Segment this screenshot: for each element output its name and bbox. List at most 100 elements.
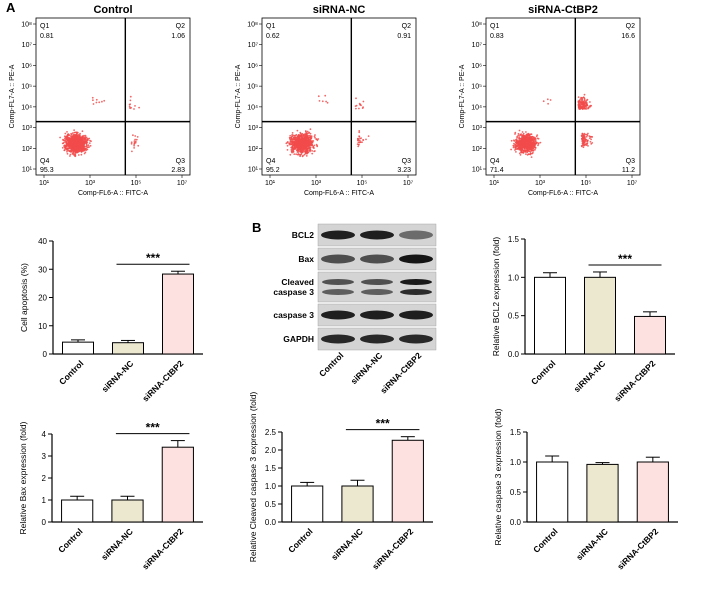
chart-bcl2: 0.0 0.5 1.0 1.5 Control siRNA-NC siRNA-CtBP2 Re… (491, 235, 675, 403)
flow-dot (71, 132, 74, 135)
flow-dot (529, 133, 532, 136)
flow-dot (533, 136, 535, 139)
flow-dot (309, 144, 312, 147)
chart-y-tick-label: 1 (42, 496, 47, 505)
flow-dot-cloud (59, 95, 141, 158)
chart-y-axis-label: Relative BCL2 expression (fold) (491, 237, 501, 357)
chart-significance-stars: *** (146, 251, 160, 265)
quadrant-q2-name: Q2 (626, 23, 635, 30)
chart-bar (586, 463, 619, 523)
quadrant-q3-value: 2.83 (171, 167, 185, 174)
flow-dot (527, 136, 530, 139)
flow-dot (79, 149, 82, 152)
flow-dot (290, 150, 293, 153)
flow-dot (295, 136, 297, 139)
flow-dot (520, 150, 523, 153)
flow-dot (537, 144, 539, 147)
chart-y-tick-label: 1.5 (508, 235, 520, 244)
chart-y-tick-label: 0 (42, 518, 47, 527)
flow-dot (311, 150, 313, 152)
flow-dot (298, 140, 301, 143)
flow-dot (76, 146, 79, 149)
flow-dot (582, 146, 585, 149)
chart-category-label: Control (57, 358, 85, 386)
flow-dot (585, 103, 588, 106)
flow-dot (92, 103, 95, 105)
flow-y-tick-label: 10⁷ (22, 42, 33, 49)
flow-dot (303, 146, 306, 149)
flow-dot (68, 139, 71, 142)
flow-dot (324, 94, 327, 97)
flow-dot (299, 134, 301, 137)
chart-significance-stars: *** (376, 417, 390, 431)
flow-y-tick-label: 10⁴ (471, 104, 482, 111)
flow-dot (588, 135, 591, 138)
flow-dot (518, 144, 521, 147)
flow-plot-1: Control Q1 0.81 Q2 1.06 Q3 2.83 Q4 95.3 10¹ 10³ 10⁵… (9, 4, 191, 197)
chart-category-label: siRNA-NC (99, 526, 135, 562)
flow-y-tick-label: 10¹ (248, 167, 259, 174)
flow-dot (73, 143, 76, 146)
wb-band-label: Bax (298, 254, 314, 264)
flow-dot (534, 141, 537, 143)
chart-y-tick-label: 1.5 (265, 464, 277, 473)
flow-dot (61, 146, 64, 149)
flow-dot (69, 153, 72, 156)
flow-dot (66, 147, 69, 150)
flow-dot (289, 134, 292, 137)
flow-dot (134, 105, 136, 107)
flow-dot (311, 152, 314, 155)
chart-bar (162, 273, 194, 355)
chart-bar (636, 461, 669, 523)
flow-dot (295, 153, 297, 156)
flow-dot (69, 155, 71, 157)
quadrant-q1-name: Q1 (490, 23, 499, 30)
quadrant-q2-value: 0.91 (397, 33, 411, 40)
flow-dot (585, 102, 588, 104)
flow-dot (85, 143, 88, 146)
flow-dot (316, 139, 319, 142)
flow-dot (588, 105, 591, 108)
flow-dot (321, 100, 324, 103)
flow-dot (76, 138, 79, 141)
flow-plot-frame (485, 17, 641, 176)
flow-dot (301, 145, 304, 148)
quadrant-q3-name: Q3 (402, 158, 411, 165)
flow-dot (70, 136, 73, 139)
flow-dot (518, 140, 520, 143)
flow-dot (303, 138, 305, 141)
flow-dot (326, 101, 329, 104)
chart-y-tick-label: 0.0 (510, 518, 522, 527)
flow-dot (313, 144, 316, 147)
flow-dot (131, 150, 133, 153)
chart-apoptosis: 0 10 20 30 40 Control siRNA-NC siRNA-CtBP2 Cell … (19, 237, 203, 403)
wb-band-label: caspase 3 (273, 310, 314, 320)
flow-x-tick-label: 10¹ (39, 180, 50, 187)
flow-dot (77, 136, 79, 139)
flow-x-tick-label: 10¹ (265, 180, 276, 187)
quadrant-q4-value: 71.4 (490, 167, 504, 174)
chart-category-label: siRNA-CtBP2 (612, 358, 657, 403)
flow-dot (535, 135, 538, 138)
flow-dot (63, 141, 65, 144)
flow-dot (77, 141, 80, 144)
flow-dot (581, 140, 584, 143)
chart-category-label: siRNA-NC (572, 358, 608, 394)
flow-dot (367, 135, 370, 138)
flow-dot (66, 139, 69, 142)
flow-dot (305, 147, 308, 150)
quadrant-q4-name: Q4 (490, 158, 499, 165)
flow-dot (358, 139, 361, 142)
flow-dot (515, 151, 517, 153)
flow-dot (291, 132, 294, 134)
flow-dot (357, 139, 359, 142)
flow-dot (358, 130, 361, 132)
chart-y-tick-label: 40 (38, 237, 47, 246)
flow-dot (74, 148, 77, 151)
wb-band (322, 279, 354, 285)
flow-dot (513, 145, 515, 148)
chart-bar (112, 342, 144, 355)
flow-dot (306, 152, 308, 155)
flow-dot (358, 131, 361, 134)
flow-dot (591, 136, 593, 138)
